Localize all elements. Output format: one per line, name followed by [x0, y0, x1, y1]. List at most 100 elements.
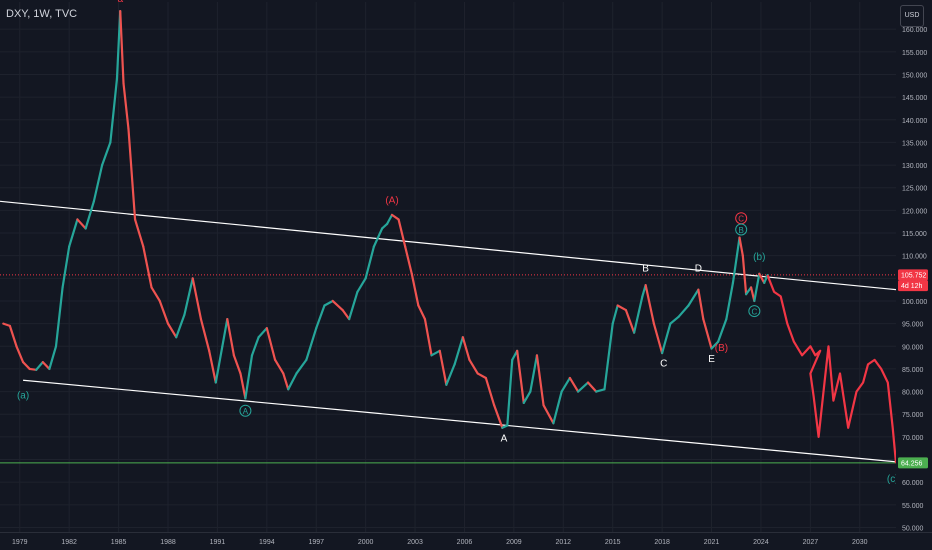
time-tick-label-17: 2030 — [852, 539, 868, 546]
price-segment-48 — [341, 308, 351, 321]
wave-label-7: D — [695, 264, 702, 275]
price-segment-21 — [133, 218, 145, 248]
price-segment-97 — [702, 317, 713, 350]
price-segment-24 — [158, 299, 170, 325]
price-segment-93 — [669, 315, 680, 325]
price-segment-79 — [560, 376, 571, 393]
price-tick-label-10: 100.000 — [902, 299, 927, 306]
price-tick-label-4: 70.000 — [902, 435, 924, 442]
price-segment-106 — [753, 272, 761, 303]
price-tick-label-8: 90.000 — [902, 344, 924, 351]
price-segment-76 — [535, 354, 545, 407]
wave-label-13: C — [751, 308, 757, 317]
price-segment-87 — [624, 308, 636, 334]
price-segment-90 — [644, 284, 655, 325]
price-segment-51 — [364, 245, 375, 280]
time-tick-label-14: 2021 — [704, 539, 720, 546]
projection-series — [766, 274, 898, 464]
time-tick-label-2: 1985 — [111, 539, 127, 546]
price-tag-2 — [898, 457, 928, 469]
price-segment-3 — [15, 345, 25, 364]
price-segment-82 — [586, 381, 598, 393]
price-segment-94 — [677, 304, 690, 318]
trendline-1[interactable] — [23, 379, 897, 463]
price-tick-label-19: 145.000 — [902, 95, 927, 102]
price-segment-81 — [577, 381, 590, 393]
wave-label-5: B — [642, 264, 649, 275]
wave-label-circle-2 — [239, 404, 252, 417]
price-segment-29 — [199, 317, 211, 352]
price-segment-80 — [568, 376, 580, 393]
price-tick-label-13: 115.000 — [902, 231, 927, 238]
wave-label-6: C — [660, 359, 667, 370]
wave-label-8: E — [708, 354, 715, 365]
price-segment-2 — [8, 324, 18, 348]
trendline-0[interactable] — [0, 200, 897, 291]
wave-label-10: C — [738, 215, 744, 224]
price-segment-63 — [445, 363, 456, 386]
price-segment-68 — [484, 376, 496, 407]
price-segment-83 — [595, 388, 606, 393]
price-tick-label-17: 135.000 — [902, 140, 927, 147]
currency-button[interactable]: USD — [900, 5, 924, 27]
price-tag-label-1: 4d 12h — [901, 283, 923, 290]
price-segment-56 — [397, 218, 407, 248]
price-tick-label-7: 85.000 — [902, 367, 924, 374]
wave-label-circle-11 — [735, 223, 748, 236]
price-segment-19 — [122, 82, 130, 130]
price-segment-60 — [423, 317, 433, 357]
price-tag-1 — [898, 280, 928, 292]
price-tag-label-2: 64.256 — [901, 460, 923, 467]
time-axis-bg — [0, 532, 896, 550]
price-segment-40 — [273, 358, 285, 375]
time-tick-label-16: 2027 — [803, 539, 819, 546]
price-segment-39 — [265, 327, 277, 361]
price-tick-label-5: 75.000 — [902, 412, 924, 419]
price-segment-6 — [35, 361, 44, 371]
price-segment-61 — [430, 349, 441, 357]
price-tick-label-22: 160.000 — [902, 27, 927, 34]
price-segment-45 — [315, 304, 326, 330]
price-segment-41 — [282, 372, 290, 391]
price-tick-label-15: 125.000 — [902, 186, 927, 193]
price-segment-103 — [741, 254, 748, 296]
price-segment-7 — [41, 361, 51, 371]
time-tick-label-7: 2000 — [358, 539, 374, 546]
price-segment-66 — [468, 358, 479, 375]
price-segment-67 — [476, 372, 487, 380]
price-segment-47 — [331, 299, 344, 312]
wave-label-3: (A) — [385, 196, 398, 207]
price-tick-label-9: 95.000 — [902, 322, 924, 329]
price-segment-96 — [697, 288, 705, 321]
time-tick-label-10: 2009 — [506, 539, 522, 546]
price-segment-98 — [710, 340, 720, 350]
wave-label-0: a — [117, 0, 123, 5]
price-tick-label-0: 50.000 — [902, 525, 924, 532]
price-tick-label-14: 120.000 — [902, 208, 927, 215]
price-segment-86 — [616, 304, 627, 312]
price-segment-43 — [295, 358, 308, 375]
price-segment-59 — [417, 304, 427, 321]
time-tick-label-6: 1997 — [308, 539, 324, 546]
price-segment-20 — [127, 127, 137, 221]
wave-label-4: A — [501, 433, 508, 444]
price-segment-92 — [661, 322, 672, 355]
time-tick-label-3: 1988 — [160, 539, 176, 546]
price-segment-35 — [239, 372, 247, 400]
time-tick-label-12: 2015 — [605, 539, 621, 546]
price-segment-44 — [305, 327, 318, 361]
wave-label-circle-13 — [748, 305, 761, 318]
time-tick-label-15: 2024 — [753, 539, 769, 546]
wave-label-11: B — [739, 226, 744, 235]
price-segment-10 — [61, 245, 71, 289]
price-tick-label-1: 55.000 — [902, 503, 924, 510]
price-segment-23 — [150, 286, 161, 303]
price-segment-58 — [410, 272, 420, 307]
price-segment-102 — [738, 236, 744, 257]
price-segment-22 — [142, 245, 153, 289]
price-segment-88 — [633, 295, 644, 334]
price-segment-50 — [356, 277, 367, 294]
price-segment-69 — [493, 404, 504, 429]
